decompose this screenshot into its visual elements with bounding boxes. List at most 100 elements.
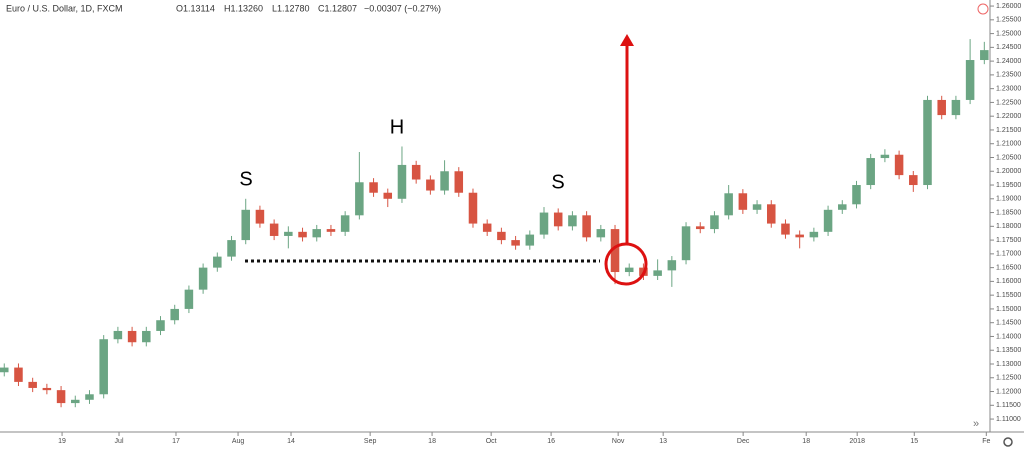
y-tick-label: 1.16500 <box>996 264 1021 271</box>
candle-body <box>284 231 293 236</box>
candle-body <box>681 226 691 261</box>
x-tick-label: Dec <box>737 438 750 445</box>
candle-body <box>965 60 975 100</box>
candle-body <box>582 215 591 238</box>
candle-body <box>482 223 492 232</box>
y-tick-label: 1.15500 <box>996 292 1021 299</box>
y-tick-label: 1.12000 <box>996 388 1021 395</box>
y-tick-label: 1.11500 <box>996 402 1021 409</box>
ohlc-change: −0.00307 (−0.27%) <box>364 3 441 13</box>
y-tick-label: 1.24500 <box>996 44 1021 51</box>
y-tick-label: 1.19000 <box>996 196 1021 203</box>
candle-body <box>724 193 733 216</box>
head: H <box>390 116 404 138</box>
y-tick-label: 1.13000 <box>996 361 1021 368</box>
x-tick-label: 18 <box>428 438 436 445</box>
candle-body <box>198 267 208 290</box>
candle-body <box>937 99 946 116</box>
y-tick-label: 1.12500 <box>996 375 1021 382</box>
candle-body <box>85 394 94 400</box>
candle-body <box>355 182 364 216</box>
x-tick-label: 13 <box>659 438 667 445</box>
candle-body <box>539 212 549 235</box>
y-tick-label: 1.14000 <box>996 333 1021 340</box>
candle-body <box>298 231 307 238</box>
y-tick-label: 1.22000 <box>996 113 1021 120</box>
candle-body <box>312 229 322 238</box>
candle-body <box>369 182 378 193</box>
candle-body <box>113 330 123 340</box>
candle-body <box>42 387 52 391</box>
info-icon[interactable] <box>977 3 989 15</box>
candle-body <box>511 240 520 246</box>
ohlc-close: C1.12807 <box>318 3 357 13</box>
candle-body <box>596 229 606 238</box>
scroll-button[interactable]: » <box>973 418 979 430</box>
y-tick-label: 1.17500 <box>996 237 1021 244</box>
candle-body <box>610 229 620 273</box>
y-tick-label: 1.18000 <box>996 223 1021 230</box>
candle-body <box>468 192 478 224</box>
candle-body <box>923 99 932 186</box>
candle-body <box>326 229 336 232</box>
candle-body <box>553 212 563 227</box>
breakout-circle <box>604 242 648 286</box>
candle-body <box>795 234 804 238</box>
candle-body <box>525 234 535 246</box>
plot <box>0 39 989 408</box>
candle-body <box>241 209 250 241</box>
candle-body <box>852 185 861 205</box>
x-tick-label: Nov <box>612 438 625 445</box>
y-tick-label: 1.11000 <box>996 416 1021 423</box>
x-tick-label: Fe <box>982 438 990 445</box>
candle-body <box>227 240 236 257</box>
candle-body <box>71 399 80 404</box>
candle-body <box>894 154 904 176</box>
x-tick-label: Oct <box>486 438 497 445</box>
x-tick-label: Jul <box>115 438 124 445</box>
candle-body <box>454 171 464 193</box>
x-tick-label: Aug <box>232 438 245 445</box>
right-shoulder: S <box>551 171 564 193</box>
candle-body <box>710 215 719 230</box>
candle-body <box>866 158 875 186</box>
candle-body <box>383 192 393 199</box>
candle-body <box>880 154 890 159</box>
candle-body <box>752 204 762 210</box>
y-tick-label: 1.20500 <box>996 154 1021 161</box>
y-tick-label: 1.25000 <box>996 30 1021 37</box>
candle-body <box>497 231 506 241</box>
candle-body <box>142 330 151 343</box>
candle-body <box>411 164 421 180</box>
y-tick-label: 1.20000 <box>996 168 1021 175</box>
ohlc-high: H1.13260 <box>224 3 263 13</box>
candle-body <box>426 179 435 191</box>
candle-body <box>951 99 961 116</box>
y-tick-label: 1.21500 <box>996 127 1021 134</box>
y-tick-label: 1.25500 <box>996 17 1021 24</box>
y-tick-label: 1.19500 <box>996 182 1021 189</box>
y-tick-label: 1.26000 <box>996 3 1021 10</box>
chart-title[interactable]: Euro / U.S. Dollar, 1D, FXCM <box>6 3 123 13</box>
x-tick-label: 14 <box>287 438 295 445</box>
left-shoulder: S <box>239 168 252 190</box>
candle-body <box>767 204 776 224</box>
x-tick-label: 18 <box>802 438 810 445</box>
y-tick-label: 1.24000 <box>996 58 1021 65</box>
candle-body <box>980 50 989 61</box>
candle-body <box>156 320 165 331</box>
settings-icon[interactable] <box>1003 437 1013 447</box>
y-tick-label: 1.13500 <box>996 347 1021 354</box>
candle-body <box>99 339 108 395</box>
candle-body <box>781 223 790 235</box>
x-tick-label: 15 <box>910 438 918 445</box>
y-tick-label: 1.14500 <box>996 320 1021 327</box>
y-tick-label: 1.16000 <box>996 278 1021 285</box>
candle-body <box>738 193 748 210</box>
y-tick-label: 1.23000 <box>996 86 1021 93</box>
candle-body <box>0 367 9 373</box>
ohlc-low: L1.12780 <box>272 3 310 13</box>
candle-body <box>809 231 819 238</box>
